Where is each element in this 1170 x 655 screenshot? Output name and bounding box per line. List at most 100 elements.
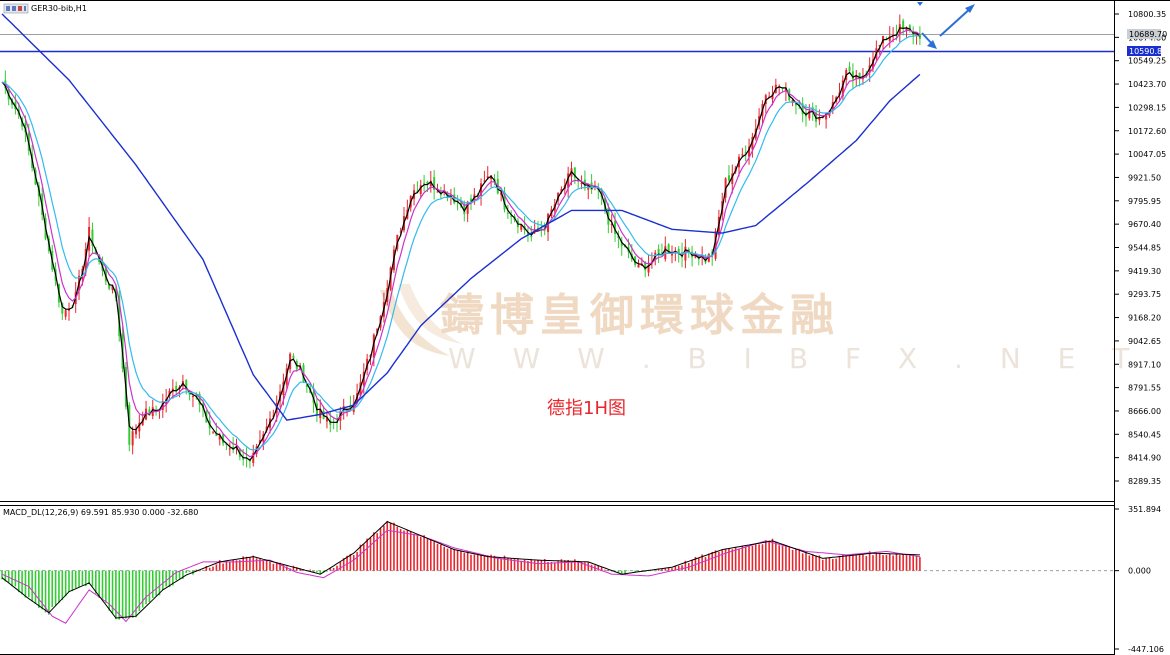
candle[interactable] xyxy=(620,236,623,256)
candle[interactable] xyxy=(64,309,67,320)
candle[interactable] xyxy=(319,399,322,424)
candle[interactable] xyxy=(503,186,506,213)
candle[interactable] xyxy=(841,75,844,101)
candle[interactable] xyxy=(305,383,308,393)
candle[interactable] xyxy=(141,411,144,427)
candle[interactable] xyxy=(744,145,747,162)
candle[interactable] xyxy=(848,61,851,73)
candle[interactable] xyxy=(748,138,751,165)
price-tick-label: 8289.35 xyxy=(1128,477,1161,486)
candle[interactable] xyxy=(131,426,134,455)
candle[interactable] xyxy=(540,220,543,237)
price-tick-label: 10298.15 xyxy=(1128,103,1166,112)
candle[interactable] xyxy=(567,166,570,198)
window-title: GER30-bib,H1 xyxy=(3,3,87,14)
candle[interactable] xyxy=(91,222,94,254)
candle[interactable] xyxy=(506,204,509,220)
price-tick-label: 10047.05 xyxy=(1128,150,1166,159)
price-tick-label: 9293.75 xyxy=(1128,290,1161,299)
candle[interactable] xyxy=(801,97,804,123)
chart-window-icon[interactable] xyxy=(3,3,29,14)
candle[interactable] xyxy=(161,393,164,418)
ma-mid-line xyxy=(1,29,921,458)
candle[interactable] xyxy=(858,72,861,87)
price-tick-label: 9419.30 xyxy=(1128,267,1161,276)
candle[interactable] xyxy=(483,170,486,182)
price-tick-label: 10800.35 xyxy=(1128,10,1166,19)
candle[interactable] xyxy=(135,424,137,439)
chart-annotation: 德指1H图 xyxy=(547,398,626,419)
macd-main-line xyxy=(1,521,920,619)
ma-slow-line xyxy=(1,34,921,451)
candle[interactable] xyxy=(727,165,730,186)
down-arrow-head xyxy=(927,40,937,49)
candle[interactable] xyxy=(480,178,483,206)
watermark-url: W W W . B I B F X . N E T xyxy=(448,342,1143,375)
candle[interactable] xyxy=(436,183,439,193)
marker-top-right xyxy=(917,2,923,6)
price-tick-label: 9042.65 xyxy=(1128,337,1161,346)
candle[interactable] xyxy=(423,174,426,192)
price-tick-label: 9921.50 xyxy=(1128,173,1161,182)
candle[interactable] xyxy=(228,442,231,456)
macd-tick-label: -447.106 xyxy=(1128,645,1164,654)
candle[interactable] xyxy=(707,252,710,263)
price-tick-label: 10172.60 xyxy=(1128,127,1166,136)
candle[interactable] xyxy=(175,381,178,396)
candle[interactable] xyxy=(912,26,915,45)
candle[interactable] xyxy=(416,181,419,194)
candle[interactable] xyxy=(644,261,647,278)
price-tick-label: 8666.00 xyxy=(1128,407,1161,416)
moving-averages xyxy=(1,13,921,462)
ma-long-line xyxy=(1,13,921,421)
projection-arrows[interactable] xyxy=(917,2,975,49)
candle[interactable] xyxy=(68,302,70,321)
candle[interactable] xyxy=(520,224,523,232)
watermark-logo xyxy=(380,284,462,356)
up-arrow-head xyxy=(965,4,975,13)
candle[interactable] xyxy=(671,245,673,264)
svg-text:10689.70: 10689.70 xyxy=(1129,30,1167,39)
candle[interactable] xyxy=(486,166,489,180)
candle[interactable] xyxy=(731,164,734,194)
candle[interactable] xyxy=(855,69,858,87)
candle[interactable] xyxy=(784,82,787,102)
macd-axis: 351.894 0.000 -447.106 xyxy=(0,505,1164,654)
candle[interactable] xyxy=(212,431,215,435)
price-tick-label: 9670.40 xyxy=(1128,220,1161,229)
candle[interactable] xyxy=(617,230,620,249)
price-tick-label: 9168.20 xyxy=(1128,314,1161,323)
macd-indicator xyxy=(1,520,921,624)
price-axis: 10800.3510674.8010549.2510423.7010298.15… xyxy=(1114,10,1166,486)
candle[interactable] xyxy=(684,239,687,269)
price-tick-label: 8791.55 xyxy=(1128,384,1161,393)
candle[interactable] xyxy=(677,246,680,263)
candle[interactable] xyxy=(915,32,918,45)
candle[interactable] xyxy=(741,147,744,158)
svg-text:GER30-bib,H1: GER30-bib,H1 xyxy=(31,4,87,13)
price-tick-label: 10423.70 xyxy=(1128,80,1166,89)
projection-up-arrow[interactable] xyxy=(939,6,973,37)
ma-fast-line xyxy=(1,27,921,462)
watermark-brand: 鑄博皇御環球金融 xyxy=(440,290,840,341)
candle[interactable] xyxy=(751,132,754,158)
candle[interactable] xyxy=(258,430,261,444)
candle[interactable] xyxy=(191,395,194,408)
price-tick-label: 10549.25 xyxy=(1128,57,1166,66)
candle[interactable] xyxy=(138,414,141,439)
macd-signal-line xyxy=(1,529,920,624)
candle[interactable] xyxy=(714,228,717,261)
watermark: 鑄博皇御環球金融 W W W . B I B F X . N E T xyxy=(380,284,1143,375)
candle[interactable] xyxy=(325,411,328,429)
candle[interactable] xyxy=(614,212,617,242)
candle[interactable] xyxy=(419,179,422,199)
price-tick-label: 8540.45 xyxy=(1128,430,1161,439)
macd-tick-label: 351.894 xyxy=(1128,505,1161,514)
candle[interactable] xyxy=(510,210,513,224)
candle[interactable] xyxy=(433,170,436,200)
svg-text:10590.80: 10590.80 xyxy=(1129,47,1167,56)
price-tick-label: 9795.95 xyxy=(1128,197,1161,206)
candle[interactable] xyxy=(908,24,911,33)
price-tick-label: 8414.90 xyxy=(1128,454,1161,463)
level-price-box: 10590.80 xyxy=(1127,46,1167,56)
